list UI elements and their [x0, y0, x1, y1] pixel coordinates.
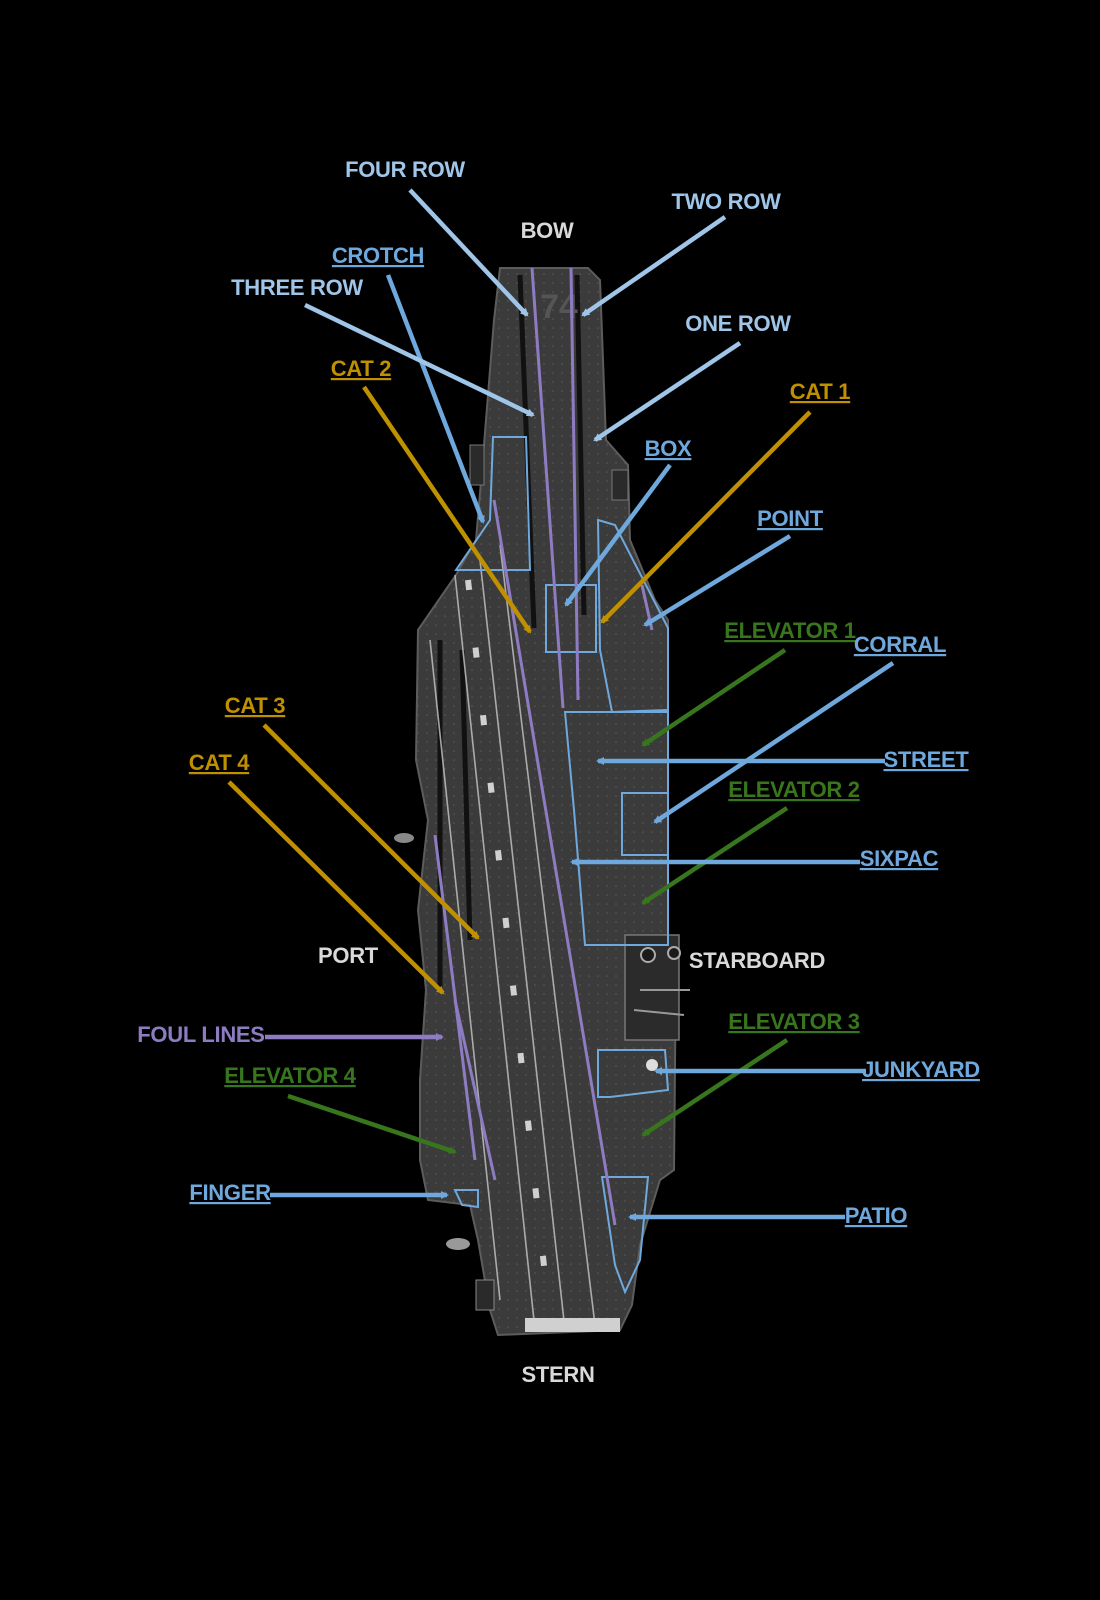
label-three-row: THREE ROW: [231, 275, 363, 300]
label-junkyard: JUNKYARD: [862, 1057, 980, 1082]
zone-patio: [600, 1176, 650, 1295]
leader-lines: [227, 188, 895, 1221]
carrier-ship: 74: [394, 267, 690, 1337]
landing-area-lines: [429, 544, 596, 1331]
leader-cat-4: [227, 780, 445, 995]
label-four-row: FOUR ROW: [345, 157, 465, 182]
label-point: POINT: [757, 506, 824, 531]
leader-elevator-2: [641, 806, 789, 905]
zone-box: [545, 584, 597, 653]
leader-two-row: [581, 215, 727, 317]
stern-ramp: [525, 1318, 620, 1332]
sponson: [394, 833, 414, 843]
leader-elevator-3: [641, 1038, 789, 1137]
label-cat-4: CAT 4: [189, 750, 250, 775]
label-foul-lines: FOUL LINES: [137, 1022, 264, 1047]
leader-elevator-1: [641, 648, 787, 747]
callout-labels: FOUR ROW TWO ROW CROTCH THREE ROW ONE RO…: [137, 157, 980, 1228]
zone-finger: [453, 1189, 479, 1209]
zone-corral: [621, 792, 669, 856]
leader-crotch: [385, 274, 486, 524]
label-two-row: TWO ROW: [671, 189, 781, 214]
label-elevator-3: ELEVATOR 3: [728, 1009, 860, 1034]
leader-four-row: [408, 188, 529, 317]
label-box: BOX: [645, 436, 692, 461]
leader-elevator-4: [287, 1093, 457, 1155]
label-elevator-2: ELEVATOR 2: [728, 777, 860, 802]
leader-cat-1: [600, 410, 812, 624]
zone-point: [596, 518, 669, 714]
label-cat-1: CAT 1: [790, 379, 850, 404]
label-sixpac: SIXPAC: [860, 846, 939, 871]
leader-cat-2: [362, 385, 532, 634]
label-corral: CORRAL: [854, 632, 946, 657]
stern-label: STERN: [521, 1362, 594, 1387]
leader-point: [643, 534, 792, 627]
leader-corral: [653, 661, 895, 824]
sponson: [469, 444, 485, 486]
orientation-labels: BOW STERN PORT STARBOARD: [318, 218, 825, 1387]
sponson: [611, 469, 629, 501]
landing-area-dashes: [465, 579, 553, 1321]
port-label: PORT: [318, 943, 379, 968]
leader-box: [564, 463, 672, 607]
label-finger: FINGER: [189, 1180, 271, 1205]
foul-lines: [433, 267, 654, 1226]
starboard-label: STARBOARD: [689, 948, 825, 973]
label-street: STREET: [884, 747, 970, 772]
label-cat-3: CAT 3: [225, 693, 285, 718]
label-patio: PATIO: [845, 1203, 908, 1228]
sponson: [446, 1238, 470, 1250]
label-one-row: ONE ROW: [685, 311, 791, 336]
label-crotch: CROTCH: [332, 243, 424, 268]
leader-three-row: [304, 302, 535, 418]
leader-one-row: [593, 341, 742, 442]
zone-street: [563, 711, 669, 946]
bow-label: BOW: [521, 218, 574, 243]
leader-cat-3: [262, 723, 480, 940]
zone-crotch: [454, 436, 532, 571]
flight-deck: [414, 267, 678, 1337]
deck-zones: [453, 436, 670, 1295]
sponson: [475, 1279, 495, 1311]
zone-junkyard: [597, 1049, 670, 1098]
label-cat-2: CAT 2: [331, 356, 391, 381]
label-elevator-1: ELEVATOR 1: [724, 618, 856, 643]
label-elevator-4: ELEVATOR 4: [224, 1063, 357, 1088]
